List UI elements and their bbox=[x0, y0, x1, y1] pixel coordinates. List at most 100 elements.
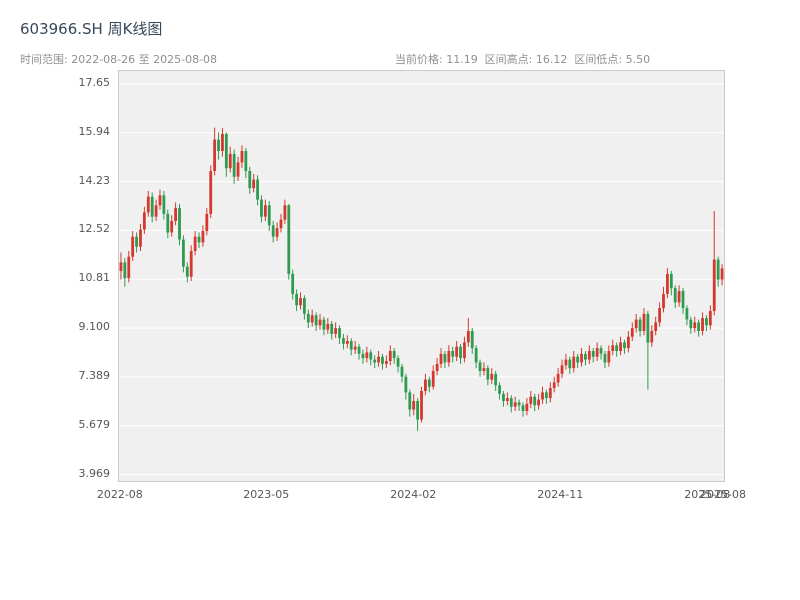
candle bbox=[701, 312, 704, 336]
candle bbox=[556, 368, 560, 387]
candle bbox=[646, 311, 650, 390]
candle bbox=[260, 195, 263, 223]
candle bbox=[451, 346, 455, 363]
y-tick-label: 3.969 bbox=[78, 466, 111, 480]
candle bbox=[533, 393, 537, 411]
candle bbox=[455, 341, 459, 361]
candle bbox=[611, 339, 615, 356]
candle bbox=[392, 348, 396, 364]
candle bbox=[591, 348, 595, 363]
candle bbox=[673, 285, 677, 309]
candle bbox=[537, 393, 540, 410]
candle bbox=[650, 325, 654, 347]
candle bbox=[572, 351, 576, 373]
y-tick-label: 15.94 bbox=[78, 124, 111, 138]
candle bbox=[373, 355, 377, 369]
price-summary-label: 当前价格: 11.19 区间高点: 16.12 区间低点: 5.50 bbox=[395, 53, 651, 66]
candle bbox=[209, 165, 213, 219]
candle bbox=[642, 308, 646, 336]
y-tick-label: 5.679 bbox=[78, 417, 111, 431]
x-tick-label: 2022-08 bbox=[96, 488, 143, 501]
candle bbox=[291, 269, 295, 300]
candle bbox=[256, 175, 259, 206]
candle bbox=[505, 392, 509, 406]
candle bbox=[244, 148, 248, 179]
candle bbox=[353, 341, 357, 354]
candle bbox=[154, 199, 158, 221]
candle bbox=[119, 252, 123, 280]
candle bbox=[705, 315, 708, 331]
candle bbox=[248, 166, 252, 194]
candle bbox=[412, 393, 416, 416]
candle bbox=[326, 318, 330, 334]
candle bbox=[185, 262, 189, 283]
candle bbox=[658, 302, 661, 327]
candle bbox=[322, 316, 326, 336]
candle bbox=[221, 128, 224, 157]
candle bbox=[615, 342, 619, 357]
y-tick-label: 9.100 bbox=[78, 320, 111, 334]
candle bbox=[626, 331, 630, 353]
candle bbox=[564, 353, 568, 370]
candle bbox=[587, 345, 591, 364]
candle bbox=[123, 258, 127, 287]
candle bbox=[330, 321, 334, 340]
candle bbox=[552, 376, 556, 393]
candle bbox=[384, 355, 388, 369]
candle bbox=[287, 203, 291, 280]
candle bbox=[584, 351, 587, 366]
candle bbox=[178, 203, 181, 246]
candle bbox=[271, 221, 275, 243]
candle bbox=[498, 382, 501, 400]
y-tick-label: 10.81 bbox=[78, 271, 111, 285]
candle bbox=[142, 206, 146, 234]
candle bbox=[201, 225, 205, 247]
candle bbox=[568, 356, 572, 374]
candle bbox=[494, 371, 498, 391]
candle bbox=[189, 245, 193, 281]
candle bbox=[357, 343, 361, 360]
candle bbox=[470, 328, 474, 354]
candle bbox=[712, 211, 716, 316]
candle bbox=[463, 336, 466, 363]
candle bbox=[490, 368, 494, 384]
candle bbox=[638, 316, 642, 337]
candle bbox=[708, 305, 712, 330]
candle bbox=[482, 362, 486, 376]
candle bbox=[295, 289, 298, 311]
candle bbox=[396, 355, 400, 373]
candle bbox=[381, 353, 384, 370]
candle bbox=[669, 271, 673, 296]
candle bbox=[502, 391, 505, 407]
candle bbox=[408, 389, 412, 417]
x-tick-label: 2025-08 bbox=[700, 488, 746, 501]
candle bbox=[275, 222, 279, 241]
candle bbox=[404, 373, 408, 400]
candlestick-plot-area bbox=[118, 70, 725, 482]
candle bbox=[166, 209, 170, 239]
x-tick-label: 2025-08 bbox=[684, 488, 731, 501]
candle bbox=[459, 343, 462, 364]
candle bbox=[545, 389, 548, 404]
candle bbox=[306, 309, 310, 329]
candle bbox=[162, 191, 166, 220]
candle bbox=[697, 319, 701, 337]
candle bbox=[685, 305, 689, 326]
candle bbox=[267, 201, 271, 231]
candle bbox=[299, 292, 302, 310]
candle bbox=[466, 318, 470, 347]
candle bbox=[486, 365, 490, 386]
candle bbox=[603, 351, 607, 369]
candle bbox=[131, 231, 135, 261]
chart-title: 603966.SH 周K线图 bbox=[20, 20, 163, 38]
candle bbox=[318, 313, 322, 330]
x-tick-label: 2024-02 bbox=[390, 488, 437, 501]
candle bbox=[345, 335, 349, 349]
candle bbox=[513, 396, 517, 411]
candle bbox=[427, 376, 431, 393]
candle bbox=[529, 391, 533, 409]
candle bbox=[146, 191, 150, 217]
candle bbox=[634, 313, 638, 333]
y-tick-label: 17.65 bbox=[78, 75, 111, 89]
